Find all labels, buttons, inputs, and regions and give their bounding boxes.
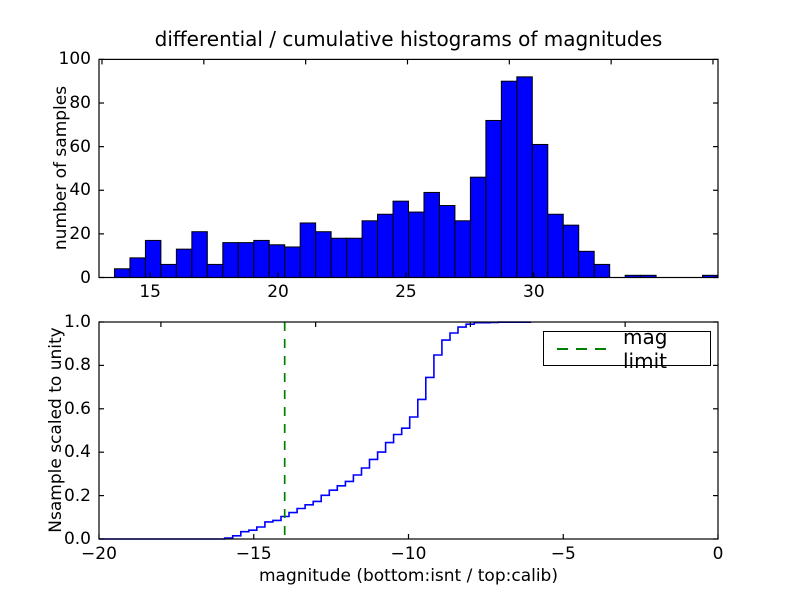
histogram-bar (593, 263, 611, 279)
top-plot-xtick-label: 20 (267, 282, 289, 302)
histogram-bar (392, 200, 409, 278)
histogram-bar (469, 176, 487, 278)
legend-item-label: mag limit (623, 324, 668, 373)
bottom-plot-ytick-label: 0.0 (63, 529, 91, 549)
bottom-plot-ytick-label: 1.0 (63, 312, 91, 332)
histogram-bar (206, 263, 224, 279)
bottom-plot-ytick-label: 0.4 (63, 442, 91, 463)
histogram-bar (408, 211, 425, 279)
bottom-plot-ytick-label: 0.8 (63, 355, 91, 376)
legend: mag limit (543, 325, 711, 373)
top-plot-frame (98, 58, 719, 279)
top-plot-ytick-label: 60 (69, 136, 91, 157)
histogram-bar (346, 237, 363, 279)
histogram-bar (531, 143, 549, 278)
bottom-plot-xtick-label: −5 (550, 544, 576, 564)
histogram-bar (578, 250, 595, 279)
histogram-bar (237, 242, 255, 279)
histogram-bar (562, 224, 580, 279)
histogram-bar (175, 248, 193, 279)
histogram-bar (299, 222, 317, 279)
cumulative-curve (99, 321, 532, 540)
legend-dashed-line-icon (557, 347, 607, 350)
histogram-bar (253, 239, 270, 279)
x-axis-label: magnitude (bottom:isnt / top:calib) (259, 566, 558, 586)
histogram-bar (454, 220, 471, 279)
histogram-bar (284, 246, 301, 279)
top-plot-ytick-label: 20 (69, 223, 91, 244)
bottom-plot-xtick-label: 0 (712, 544, 724, 564)
top-plot-ytick-label: 80 (69, 93, 91, 114)
histogram-bar (485, 119, 502, 278)
bottom-plot-xtick-label: −20 (81, 544, 117, 564)
top-plot-ytick-label: 40 (69, 180, 91, 201)
top-plot-xtick-label: 30 (523, 282, 545, 302)
bottom-plot-xtick-label: −15 (235, 544, 272, 564)
histogram-bar (361, 220, 379, 279)
histogram-bar (222, 242, 239, 279)
histogram-bar (377, 213, 394, 279)
top-plot-ytick-label: 100 (58, 49, 91, 70)
histogram-bar (423, 191, 440, 278)
histogram-bar (268, 244, 286, 279)
histogram-bar (516, 76, 533, 278)
histogram-bar (438, 205, 456, 278)
bottom-plot-xtick-label: −10 (390, 544, 427, 564)
histogram-bar (315, 231, 332, 279)
histogram-bar (144, 239, 162, 279)
top-plot-xtick-label: 15 (139, 282, 161, 302)
top-plot-ylabel: number of samples (51, 85, 71, 251)
bottom-plot-ytick-label: 0.2 (63, 485, 91, 506)
chart-title: differential / cumulative histograms of … (154, 27, 663, 51)
bottom-plot-ytick-label: 0.6 (63, 398, 91, 419)
histogram-bar (160, 263, 177, 279)
histogram-bar (191, 231, 208, 279)
histogram-bar (129, 257, 146, 279)
top-plot-ytick-label: 0 (80, 267, 91, 288)
top-plot-xtick-label: 25 (395, 282, 417, 302)
histogram-bar (500, 80, 518, 278)
histogram-bar (547, 213, 564, 279)
bottom-plot-ylabel: Nsample scaled to unity (46, 327, 66, 533)
histogram-bar (330, 237, 348, 279)
histogram-bar (113, 268, 131, 279)
